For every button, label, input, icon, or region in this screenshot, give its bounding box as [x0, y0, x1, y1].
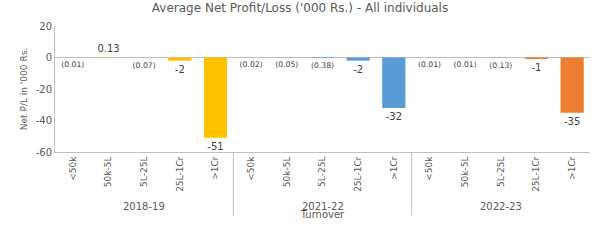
svg-text:<50k: <50k	[424, 156, 434, 181]
svg-text:(0.02): (0.02)	[240, 60, 263, 69]
svg-text:-40: -40	[36, 115, 52, 126]
svg-text:-60: -60	[36, 147, 52, 158]
svg-text:-35: -35	[564, 116, 580, 127]
svg-text:5L-25L: 5L-25L	[317, 157, 327, 187]
svg-text:2021-22: 2021-22	[302, 201, 344, 212]
svg-text:50k-5L: 50k-5L	[103, 157, 113, 188]
svg-text:2022-23: 2022-23	[480, 201, 522, 212]
svg-text:-32: -32	[386, 111, 402, 122]
svg-text:-2: -2	[175, 64, 185, 75]
svg-text:(0.01): (0.01)	[418, 60, 441, 69]
svg-text:(0.13): (0.13)	[489, 61, 512, 70]
svg-text:5L-25L: 5L-25L	[496, 157, 506, 187]
svg-text:<50k: <50k	[68, 156, 78, 181]
svg-text:-1: -1	[532, 62, 542, 73]
svg-text:-20: -20	[36, 84, 52, 95]
svg-text:(0.07): (0.07)	[133, 61, 156, 70]
svg-text:>1Cr: >1Cr	[567, 156, 577, 180]
svg-text:0: 0	[46, 52, 52, 63]
svg-text:-2: -2	[353, 64, 363, 75]
svg-text:5L-25L: 5L-25L	[139, 157, 149, 187]
svg-text:-51: -51	[207, 141, 223, 152]
svg-text:2018-19: 2018-19	[123, 201, 165, 212]
svg-text:Net P/L in '000 Rs.: Net P/L in '000 Rs.	[19, 48, 29, 130]
svg-text:(0.01): (0.01)	[454, 60, 477, 69]
svg-text:Average Net Profit/Loss ('000: Average Net Profit/Loss ('000 Rs.) - All…	[152, 1, 448, 15]
svg-text:0.13: 0.13	[97, 43, 119, 54]
svg-text:50k-5L: 50k-5L	[282, 157, 292, 188]
svg-text:25L-1Cr: 25L-1Cr	[531, 156, 541, 192]
svg-text:50k-5L: 50k-5L	[460, 157, 470, 188]
svg-text:(0.01): (0.01)	[61, 60, 84, 69]
svg-text:25L-1Cr: 25L-1Cr	[353, 156, 363, 192]
svg-text:25L-1Cr: 25L-1Cr	[175, 156, 185, 192]
svg-text:(0.05): (0.05)	[275, 60, 298, 69]
svg-text:(0.38): (0.38)	[311, 61, 334, 70]
svg-text:>1Cr: >1Cr	[210, 156, 220, 180]
svg-text:20: 20	[39, 21, 52, 32]
svg-text:>1Cr: >1Cr	[389, 156, 399, 180]
svg-text:Turnover: Turnover	[300, 209, 345, 220]
svg-text:<50k: <50k	[246, 156, 256, 181]
